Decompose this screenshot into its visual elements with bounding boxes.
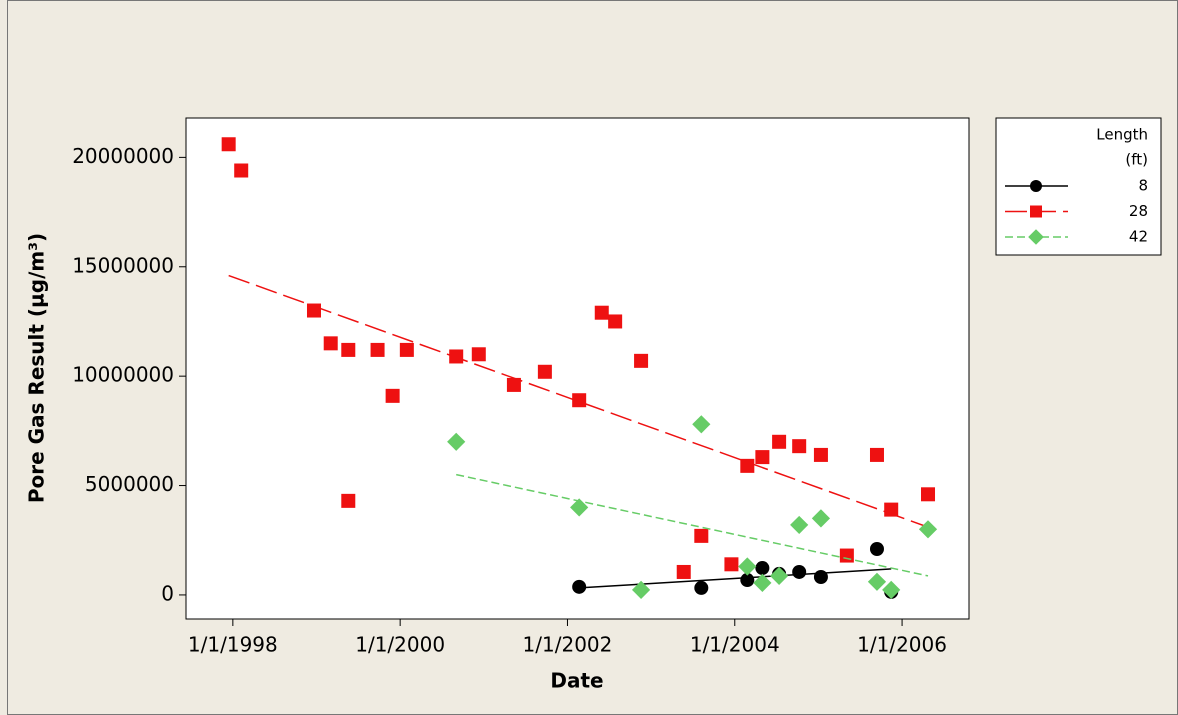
legend-label: 28 <box>1129 202 1148 220</box>
point <box>882 580 901 600</box>
point <box>724 557 739 572</box>
y-tick-label: 15000000 <box>72 253 174 277</box>
point <box>772 434 787 449</box>
point <box>631 580 651 600</box>
point <box>738 557 757 576</box>
point <box>570 498 589 517</box>
point <box>323 336 338 351</box>
point <box>839 548 854 563</box>
point <box>755 450 770 465</box>
trend-line <box>228 274 929 528</box>
point <box>537 364 552 379</box>
legend-marker <box>1030 205 1042 218</box>
point <box>753 573 772 593</box>
point <box>694 580 709 595</box>
point <box>770 566 789 586</box>
point <box>471 347 486 362</box>
point <box>869 447 884 462</box>
legend-marker <box>1028 229 1044 245</box>
point <box>792 439 807 454</box>
legend-label: 8 <box>1138 177 1148 195</box>
plot-area <box>185 117 970 620</box>
point <box>594 305 609 320</box>
point <box>341 493 356 508</box>
point <box>740 573 755 588</box>
point <box>813 447 828 462</box>
point <box>449 349 464 364</box>
point <box>341 342 356 357</box>
point <box>399 342 414 357</box>
point <box>506 377 521 392</box>
trend-line <box>456 473 929 577</box>
x-axis-label: Date <box>550 669 603 693</box>
y-tick-label: 5000000 <box>85 472 174 496</box>
point <box>867 572 887 591</box>
x-tick-label: 1/1/1998 <box>188 633 278 657</box>
point <box>740 458 755 473</box>
y-axis-label: Pore Gas Result (µg/m³) <box>25 233 49 503</box>
point <box>447 432 466 451</box>
point <box>811 509 831 528</box>
point <box>921 487 936 502</box>
point <box>918 520 938 539</box>
x-tick-label: 1/1/2006 <box>857 633 947 657</box>
point <box>306 303 321 318</box>
point <box>572 579 587 594</box>
point <box>884 502 899 517</box>
x-tick-label: 1/1/2000 <box>355 633 445 657</box>
point <box>370 342 385 357</box>
point <box>385 388 400 403</box>
point <box>221 137 236 152</box>
point <box>755 561 770 576</box>
point <box>572 393 587 408</box>
point <box>869 541 884 556</box>
legend-title: Length <box>1096 126 1148 144</box>
legend-label: 42 <box>1129 228 1148 246</box>
point <box>608 314 623 329</box>
x-tick-label: 1/1/2002 <box>523 633 613 657</box>
legend-marker <box>1030 180 1042 192</box>
point <box>813 569 828 584</box>
point <box>676 564 691 579</box>
point <box>694 528 709 543</box>
legend-title: (ft) <box>1125 151 1148 169</box>
point <box>692 415 711 434</box>
point <box>792 564 807 579</box>
y-tick-label: 0 <box>161 581 174 605</box>
point <box>234 163 249 178</box>
point <box>634 353 649 368</box>
x-tick-label: 1/1/2004 <box>690 633 780 657</box>
y-tick-label: 20000000 <box>72 144 174 168</box>
y-tick-label: 10000000 <box>72 363 174 387</box>
point <box>790 515 809 535</box>
trend-line <box>579 568 892 589</box>
